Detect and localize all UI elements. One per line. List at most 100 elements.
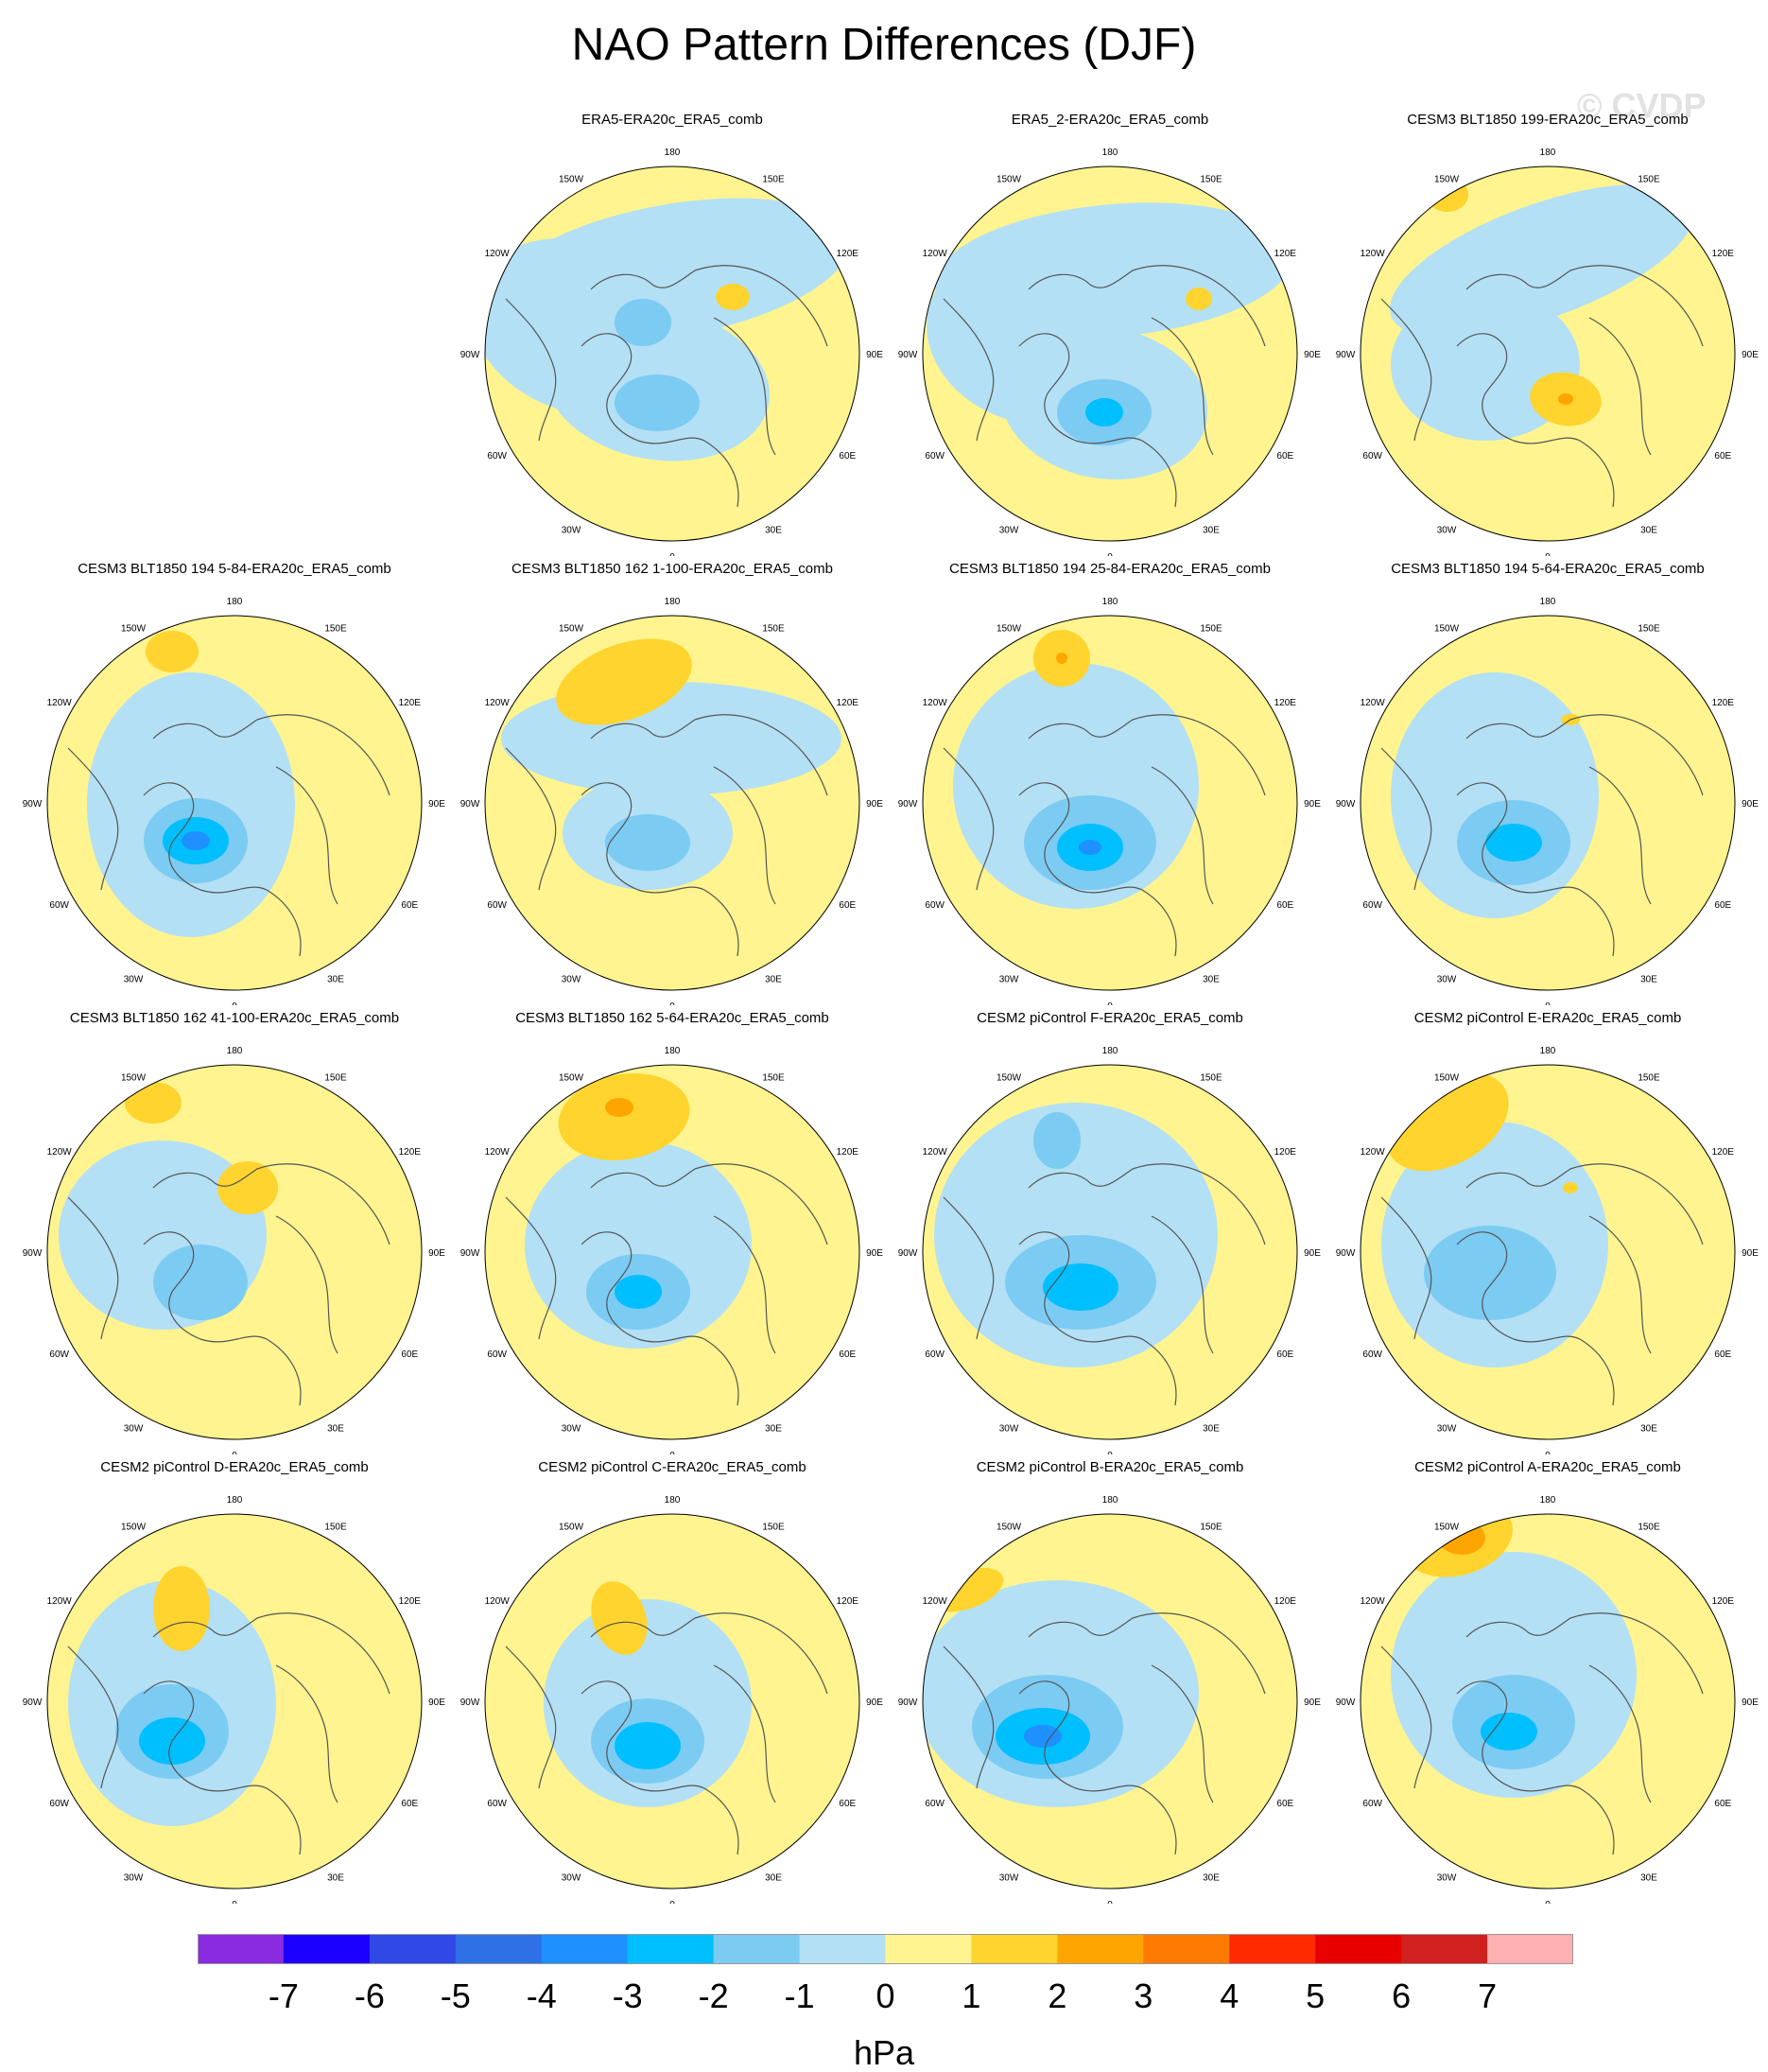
longitude-label: 180: [1540, 1046, 1556, 1056]
colorbar-tick-label: 0: [875, 1976, 894, 2015]
longitude-label: 30E: [765, 1872, 782, 1883]
longitude-label: 120E: [1712, 1147, 1735, 1158]
longitude-label: 60W: [925, 900, 945, 911]
longitude-label: 120E: [399, 698, 422, 708]
map-border: [922, 1513, 1298, 1889]
longitude-label: 90E: [1304, 1698, 1321, 1708]
colorbar-tick-label: 7: [1478, 1976, 1497, 2015]
map-border: [46, 1064, 423, 1440]
longitude-label: 90E: [1742, 1698, 1759, 1708]
longitude-label: 90E: [866, 799, 883, 810]
polar-map: 180 150E 120E 90E 60E 30E 0 30W 60W 90W 120W 150W: [1336, 597, 1759, 1005]
longitude-label: 120W: [485, 1147, 511, 1158]
longitude-label: 150W: [121, 1073, 147, 1084]
anomaly-contour: [501, 682, 841, 795]
anomaly-field: [47, 1065, 422, 1439]
longitude-label: 120E: [1712, 249, 1735, 259]
longitude-label: 60E: [1276, 900, 1293, 911]
longitude-label: 120W: [1361, 1596, 1386, 1607]
longitude-label: 90E: [1742, 799, 1759, 810]
longitude-label: 120W: [47, 1147, 73, 1158]
anomaly-contour: [591, 1581, 648, 1655]
map-border: [922, 1064, 1298, 1440]
panel-title: CESM3 BLT1850 194 25-84-ERA20c_ERA5_comb: [949, 561, 1271, 577]
longitude-label: 0: [669, 552, 675, 556]
colorbar-box: [1487, 1934, 1573, 1964]
polar-map: 180 150E 120E 90E 60E 30E 0 30W 60W 90W 120W 150W: [1336, 148, 1759, 556]
map-panel: CESM2 piControl D-ERA20c_ERA5_comb 180 150…: [11, 1459, 458, 1904]
longitude-label: 30E: [327, 1423, 344, 1434]
polar-map: 180 150E 120E 90E 60E 30E 0 30W 60W 90W 120W 150W: [460, 1046, 884, 1454]
longitude-label: 90W: [460, 350, 480, 360]
polar-map: 180 150E 120E 90E 60E 30E 0 30W 60W 90W 120W 150W: [1336, 1495, 1759, 1904]
longitude-label: 90W: [898, 1248, 918, 1259]
longitude-label: 0: [232, 1900, 237, 1904]
longitude-label: 30W: [562, 1423, 581, 1434]
longitude-label: 150W: [997, 624, 1022, 635]
longitude-label: 90E: [866, 1248, 883, 1259]
longitude-label: 30W: [1437, 1423, 1457, 1434]
polar-map: 180 150E 120E 90E 60E 30E 0 30W 60W 90W 120W 150W: [23, 1046, 446, 1454]
longitude-label: 30W: [124, 1423, 144, 1434]
anomaly-contour: [605, 1098, 633, 1117]
coastline: [505, 265, 828, 508]
longitude-label: 120E: [1712, 1596, 1735, 1607]
colorbar-tick-label: 2: [1048, 1976, 1066, 2015]
anomaly-contour: [716, 284, 750, 310]
longitude-label: 120E: [1274, 249, 1297, 259]
longitude-label: 30E: [1203, 974, 1220, 984]
longitude-label: 120W: [1361, 249, 1386, 259]
longitude-label: 60W: [1362, 900, 1382, 911]
longitude-label: 150E: [1200, 1073, 1222, 1084]
longitude-label: 150E: [762, 624, 785, 635]
longitude-label: 30E: [1640, 974, 1657, 984]
longitude-label: 30W: [124, 1872, 144, 1883]
longitude-label: 150E: [1638, 175, 1660, 185]
longitude-label: 60E: [1714, 1799, 1731, 1809]
longitude-label: 0: [1545, 552, 1551, 556]
anomaly-contour: [182, 831, 210, 850]
longitude-label: 60E: [1714, 900, 1731, 911]
longitude-label: 90E: [428, 1248, 445, 1259]
longitude-label: 150W: [559, 1073, 584, 1084]
longitude-label: 150W: [121, 624, 147, 635]
longitude-label: 30E: [1203, 525, 1220, 535]
coastline: [1380, 1612, 1704, 1855]
colorbar-box: [885, 1934, 972, 1964]
longitude-label: 180: [665, 1495, 681, 1506]
longitude-label: 60E: [401, 900, 418, 911]
polar-map: 180 150E 120E 90E 60E 30E 0 30W 60W 90W 120W 150W: [898, 148, 1322, 556]
longitude-label: 30W: [999, 525, 1019, 535]
panel-title: CESM3 BLT1850 199-ERA20c_ERA5_comb: [1407, 112, 1689, 128]
anomaly-contour: [153, 1566, 210, 1651]
coastline: [67, 714, 390, 957]
longitude-label: 90W: [460, 1248, 480, 1259]
longitude-label: 150E: [762, 1073, 785, 1084]
longitude-label: 150E: [1200, 175, 1222, 185]
longitude-label: 90W: [898, 799, 918, 810]
colorbar-box: [799, 1934, 886, 1964]
longitude-label: 120E: [837, 698, 859, 708]
colorbar-tick-label: -3: [613, 1976, 643, 2015]
map-panel: CESM3 BLT1850 194 5-64-ERA20c_ERA5_comb 1…: [1325, 561, 1768, 1005]
anomaly-contour: [1481, 1713, 1537, 1750]
polar-map: 180 150E 120E 90E 60E 30E 0 30W 60W 90W 120W 150W: [460, 148, 884, 556]
longitude-label: 90W: [898, 1698, 918, 1708]
longitude-label: 30E: [327, 974, 344, 984]
anomaly-field: [923, 166, 1297, 541]
map-panel: CESM2 piControl E-ERA20c_ERA5_comb 180 150…: [1325, 1010, 1768, 1454]
longitude-label: 60E: [401, 1349, 418, 1360]
longitude-label: 90W: [23, 1698, 43, 1708]
map-border: [1360, 1064, 1736, 1440]
anomaly-field: [47, 616, 422, 990]
longitude-label: 150E: [762, 175, 785, 185]
longitude-label: 60W: [49, 1799, 69, 1809]
panel-title: CESM3 BLT1850 162 41-100-ERA20c_ERA5_com…: [69, 1010, 400, 1026]
longitude-label: 0: [232, 1451, 237, 1454]
longitude-label: 180: [1102, 1046, 1118, 1056]
anomaly-contour: [605, 814, 690, 871]
longitude-label: 90E: [1304, 1248, 1321, 1259]
longitude-label: 60E: [1276, 1349, 1293, 1360]
colorbar: -7 -6 -5 -4 -3 -2 -1 0 1 2 3 4 5 6 7: [198, 1934, 1573, 2015]
longitude-label: 90W: [23, 1248, 43, 1259]
